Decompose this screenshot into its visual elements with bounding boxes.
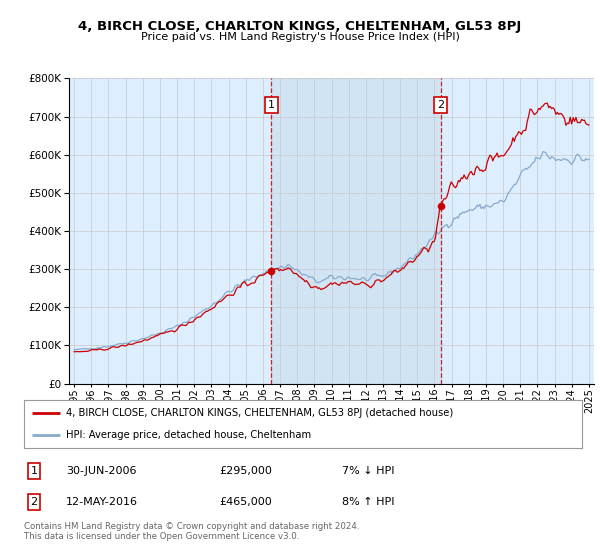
Text: HPI: Average price, detached house, Cheltenham: HPI: Average price, detached house, Chel… (66, 430, 311, 440)
Text: 2: 2 (31, 497, 38, 507)
Text: This data is licensed under the Open Government Licence v3.0.: This data is licensed under the Open Gov… (24, 532, 299, 541)
Text: 30-JUN-2006: 30-JUN-2006 (66, 466, 136, 476)
Text: 7% ↓ HPI: 7% ↓ HPI (342, 466, 395, 476)
Text: 4, BIRCH CLOSE, CHARLTON KINGS, CHELTENHAM, GL53 8PJ (detached house): 4, BIRCH CLOSE, CHARLTON KINGS, CHELTENH… (66, 408, 453, 418)
Text: £465,000: £465,000 (220, 497, 272, 507)
Text: 4, BIRCH CLOSE, CHARLTON KINGS, CHELTENHAM, GL53 8PJ: 4, BIRCH CLOSE, CHARLTON KINGS, CHELTENH… (79, 20, 521, 32)
Bar (271, 78, 441, 384)
Text: 12-MAY-2016: 12-MAY-2016 (66, 497, 138, 507)
Text: 1: 1 (31, 466, 38, 476)
Text: £295,000: £295,000 (220, 466, 272, 476)
Text: 8% ↑ HPI: 8% ↑ HPI (342, 497, 395, 507)
Text: 2: 2 (437, 100, 445, 110)
Text: Price paid vs. HM Land Registry's House Price Index (HPI): Price paid vs. HM Land Registry's House … (140, 32, 460, 42)
Text: Contains HM Land Registry data © Crown copyright and database right 2024.: Contains HM Land Registry data © Crown c… (24, 522, 359, 531)
Text: 1: 1 (268, 100, 275, 110)
